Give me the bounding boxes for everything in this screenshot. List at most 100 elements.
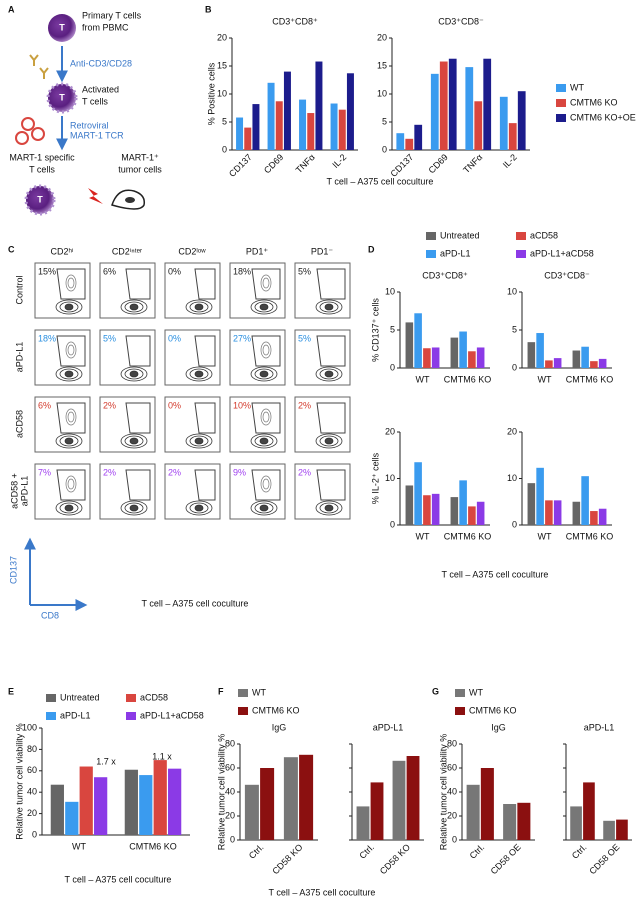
contour [250, 433, 278, 449]
gate-percent: 5% [298, 266, 311, 276]
bar [405, 485, 414, 525]
gate-percent: 7% [38, 467, 51, 477]
y-tick-label: 40 [27, 787, 37, 797]
contour [67, 411, 75, 423]
contour [260, 475, 272, 493]
bar [468, 351, 476, 368]
legend-swatch [126, 712, 136, 720]
contour [59, 435, 79, 447]
bar [439, 61, 448, 150]
contour [250, 500, 278, 516]
legend-label: aPD-L1+aCD58 [140, 710, 204, 720]
x-tick-label: WT [416, 374, 430, 384]
legend-label: Untreated [60, 692, 100, 702]
gate-percent: 18% [38, 333, 56, 343]
flow-plot-frame [99, 396, 156, 453]
diagram-text: Retroviral [70, 120, 109, 130]
y-tick-label: 10 [507, 286, 517, 296]
x-tick-label: IL-2 [501, 152, 519, 170]
bar [476, 347, 485, 368]
x-tick-label: TNFα [461, 152, 484, 175]
bar [283, 757, 298, 840]
bar [536, 333, 544, 368]
annotation: 1.1 x [152, 751, 172, 761]
x-tick-label: Ctrl. [468, 842, 487, 861]
bar [315, 61, 323, 150]
contour [319, 368, 339, 380]
bar [330, 103, 338, 150]
legend-label: aCD58 [140, 692, 168, 702]
gate-percent: 2% [298, 400, 311, 410]
contour [250, 299, 278, 315]
bar [275, 101, 283, 150]
bar [527, 342, 536, 368]
y-tick-label: 20 [225, 810, 235, 820]
bar [252, 104, 260, 150]
subplot-title: CD3⁺CD8⁻ [438, 16, 484, 26]
row-label: Control [14, 275, 24, 304]
bar [572, 350, 581, 368]
contour [120, 500, 148, 516]
contour [59, 502, 79, 514]
bar [244, 784, 259, 840]
bar [517, 91, 526, 150]
contour [194, 504, 204, 512]
bar [244, 127, 252, 150]
diagram-text: Primary T cells [82, 10, 142, 20]
y-tick-label: 5 [222, 116, 227, 126]
y-tick-label: 10 [507, 473, 517, 483]
column-header: CD2ˡᵒʷ [178, 246, 206, 256]
diagram-text: tumor cells [118, 164, 162, 174]
bar [414, 313, 422, 368]
gate-percent: 2% [103, 467, 116, 477]
contour [55, 299, 83, 315]
gate-percent: 9% [233, 467, 246, 477]
contour [124, 435, 144, 447]
contour [259, 370, 269, 378]
bar [553, 358, 562, 368]
gate-percent: 27% [233, 333, 251, 343]
x-tick-label: CMTM6 KO [129, 841, 177, 851]
contour [315, 299, 343, 315]
bar [406, 756, 420, 840]
legend-label: aCD58 [530, 230, 558, 240]
flow-plot-frame [164, 262, 221, 319]
bar [307, 113, 315, 150]
axis-marker: CD137 [8, 556, 18, 584]
contour [259, 303, 269, 311]
bar [468, 506, 476, 525]
contour [194, 437, 204, 445]
contour [254, 502, 274, 514]
bar [283, 71, 291, 150]
contour [129, 437, 139, 445]
contour [67, 478, 75, 490]
contour [319, 502, 339, 514]
legend-label: aPD-L1 [60, 710, 91, 720]
legend-swatch [455, 689, 465, 697]
bar [431, 347, 440, 368]
bar [94, 777, 108, 835]
bar [299, 99, 307, 150]
diagram-text: MART-1 TCR [70, 130, 124, 140]
y-axis-label: % CD137⁺ cells [370, 298, 380, 362]
legend-label: Untreated [440, 230, 480, 240]
gate [316, 469, 346, 501]
flow-plot-frame [99, 463, 156, 520]
x-tick-label: Ctrl. [247, 842, 266, 861]
gate-percent: 18% [233, 266, 251, 276]
flow-plot-frame [34, 396, 91, 453]
y-tick-label: 0 [390, 362, 395, 372]
legend-label: aPD-L1 [440, 248, 471, 258]
diagram-text: Activated [82, 84, 119, 94]
diagram-text: MART-1⁺ [121, 152, 159, 162]
bar [405, 138, 414, 150]
x-tick-label: WT [538, 374, 552, 384]
x-tick-label: CMTM6 KO [444, 531, 492, 541]
subplot-title: IgG [272, 722, 287, 732]
contour [67, 344, 75, 356]
x-axis-label: T cell – A375 cell coculture [65, 874, 172, 884]
y-tick-label: 10 [385, 473, 395, 483]
legend-label: aPD-L1+aCD58 [530, 248, 594, 258]
contour [315, 366, 343, 382]
bar [79, 766, 93, 835]
